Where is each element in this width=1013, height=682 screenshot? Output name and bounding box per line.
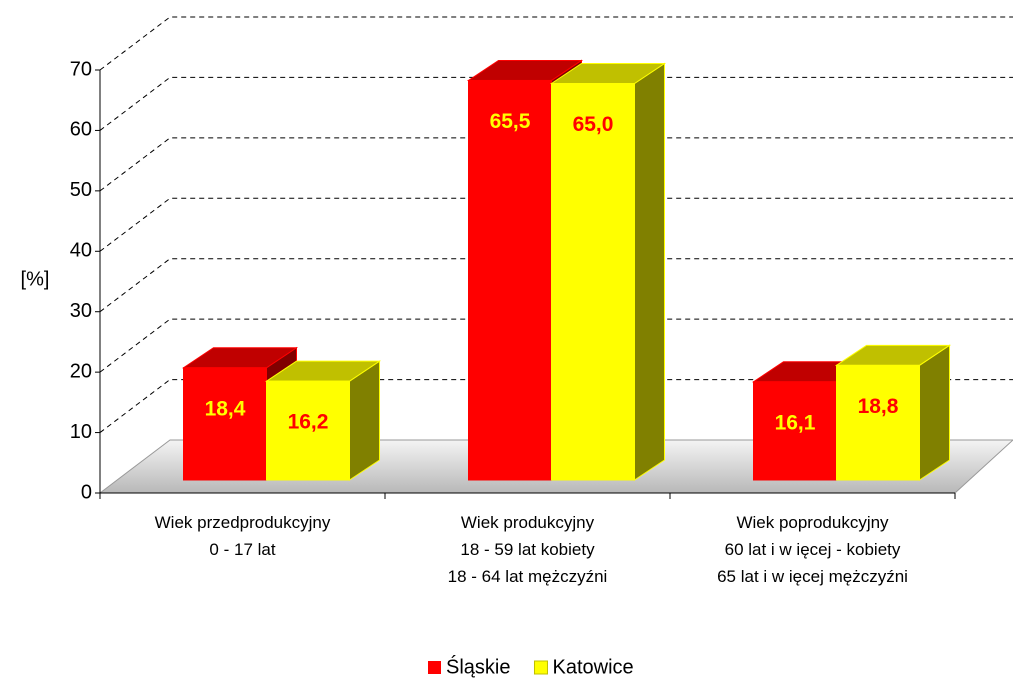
bar [753, 381, 837, 481]
y-axis-label: [%] [21, 268, 50, 290]
bar [836, 364, 920, 481]
legend-swatch [428, 661, 441, 674]
grid-line [99, 197, 1013, 252]
bar [551, 83, 635, 481]
grid-line [99, 76, 1013, 131]
y-tick-label: 50 [70, 179, 92, 201]
value-label: 65,0 [573, 113, 614, 136]
y-tick-label: 30 [70, 300, 92, 322]
bar-side [919, 344, 950, 481]
y-tick-label: 60 [70, 119, 92, 141]
grid-line [99, 258, 1013, 313]
x-tick-label: Wiek produkcyjny 18 - 59 lat kobiety 18 … [447, 513, 608, 586]
bar [468, 79, 552, 481]
grid-line [99, 318, 1013, 373]
value-label: 18,4 [205, 397, 246, 420]
legend-label: Katowice [552, 656, 633, 678]
bar-side [634, 62, 665, 481]
x-tick-label: Wiek przedprodukcyjny 0 - 17 lat [154, 513, 331, 559]
value-label: 18,8 [858, 395, 899, 418]
y-tick-label: 0 [81, 481, 92, 503]
y-tick-label: 40 [70, 240, 92, 262]
y-tick-label: 10 [70, 421, 92, 443]
y-tick-label: 20 [70, 360, 92, 382]
x-tick-label: Wiek poprodukcyjny 60 lat i w ięcej - ko… [717, 513, 908, 586]
legend-swatch [533, 660, 548, 675]
grid-line [99, 16, 1013, 71]
bar [266, 380, 350, 481]
legend-label: Śląskie [446, 654, 510, 678]
value-label: 16,1 [775, 411, 816, 434]
y-tick-label: 70 [70, 58, 92, 80]
bar-side [349, 360, 380, 481]
bar [183, 367, 267, 481]
value-label: 65,5 [490, 110, 531, 133]
grid-line [99, 137, 1013, 192]
grid-line [99, 379, 1013, 433]
value-label: 16,2 [288, 411, 329, 434]
